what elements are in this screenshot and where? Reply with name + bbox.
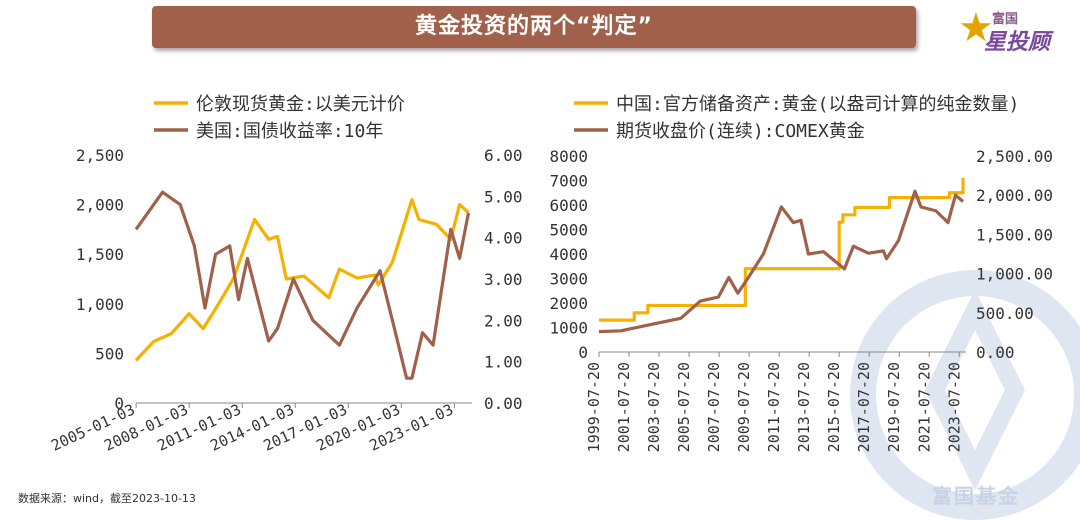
y-left-tick-label: 6000 — [549, 196, 588, 215]
legend-label: 伦敦现货黄金:以美元计价 — [196, 94, 405, 115]
chart-gold-vs-treasury: 0 500 1,000 1,500 2,000 2,500 0.00 1.00 2.00 3.00… — [48, 94, 523, 455]
y-right-tick-label: 2.00 — [484, 311, 523, 330]
x-tick-label: 2003-07-20 — [645, 362, 663, 452]
y-left-tick-label: 2,500 — [76, 146, 124, 165]
series-line-1 — [134, 190, 471, 380]
y-left-tick-label: 7000 — [549, 172, 588, 191]
x-tick-label: 2005-07-20 — [675, 362, 693, 452]
y-left-tick-label: 1000 — [549, 319, 588, 338]
watermark-emblem — [850, 270, 1080, 520]
logo-main-text: 星投顾 — [984, 30, 1051, 55]
y-left-tick-label: 3000 — [549, 270, 588, 289]
y-right-tick-label: 1,000.00 — [976, 265, 1053, 284]
x-tick-label: 2009-07-20 — [735, 362, 753, 452]
x-tick-label: 2013-07-20 — [795, 362, 813, 452]
series-line-0 — [134, 198, 470, 362]
series-line-0 — [599, 178, 965, 322]
y-left-tick-label: 2,000 — [76, 196, 124, 215]
y-left-tick-label: 0 — [114, 394, 124, 413]
brand-logo: ★ 富国 星投顾 — [958, 4, 1068, 55]
y-right-tick-label: 2,000.00 — [976, 186, 1053, 205]
star-icon: ★ — [958, 5, 994, 51]
series-line-1 — [598, 189, 965, 334]
x-tick-label: 2019-07-20 — [885, 362, 903, 452]
x-tick-label: 2023-07-20 — [945, 362, 963, 452]
legend-label: 中国:官方储备资产:黄金(以盎司计算的纯金数量) — [616, 94, 1019, 115]
x-tick-label: 2017-07-20 — [855, 362, 873, 452]
data-source-note: 数据来源：wind，截至2023-10-13 — [18, 492, 196, 505]
y-left-tick-label: 2000 — [549, 294, 588, 313]
y-right-tick-label: 2,500.00 — [976, 147, 1053, 166]
x-tick-label: 2015-07-20 — [825, 362, 843, 452]
y-right-tick-label: 500.00 — [976, 304, 1034, 323]
y-right-tick-label: 5.00 — [484, 187, 523, 206]
legend-label: 期货收盘价(连续):COMEX黄金 — [616, 121, 865, 142]
y-right-tick-label: 0.00 — [484, 394, 523, 413]
y-left-tick-label: 0 — [578, 343, 588, 362]
x-tick-label: 2007-07-20 — [705, 362, 723, 452]
page-title: 黄金投资的两个“判定” — [152, 6, 916, 48]
x-tick-label: 2021-07-20 — [915, 362, 933, 452]
y-left-tick-label: 1,000 — [76, 295, 124, 314]
y-right-tick-label: 0.00 — [976, 343, 1015, 362]
y-right-tick-label: 1,500.00 — [976, 225, 1053, 244]
y-right-tick-label: 1.00 — [484, 353, 523, 372]
y-right-tick-label: 4.00 — [484, 229, 523, 248]
watermark-text: 富国基金 — [932, 484, 1020, 508]
y-left-tick-label: 1,500 — [76, 245, 124, 264]
y-left-tick-label: 5000 — [549, 221, 588, 240]
x-tick-label: 2011-07-20 — [765, 362, 783, 452]
y-left-tick-label: 4000 — [549, 245, 588, 264]
x-tick-label: 1999-07-20 — [585, 362, 603, 452]
y-left-tick-label: 8000 — [549, 147, 588, 166]
chart-china-reserves-vs-comex: 0 1000 2000 3000 4000 5000 6000 7000 8000 0.00 500… — [549, 94, 1053, 452]
x-tick-label: 2001-07-20 — [615, 362, 633, 452]
legend-label: 美国:国债收益率:10年 — [196, 121, 383, 142]
logo-top-text: 富国 — [992, 12, 1019, 27]
y-left-tick-label: 500 — [95, 344, 124, 363]
y-right-tick-label: 6.00 — [484, 146, 523, 165]
y-right-tick-label: 3.00 — [484, 270, 523, 289]
